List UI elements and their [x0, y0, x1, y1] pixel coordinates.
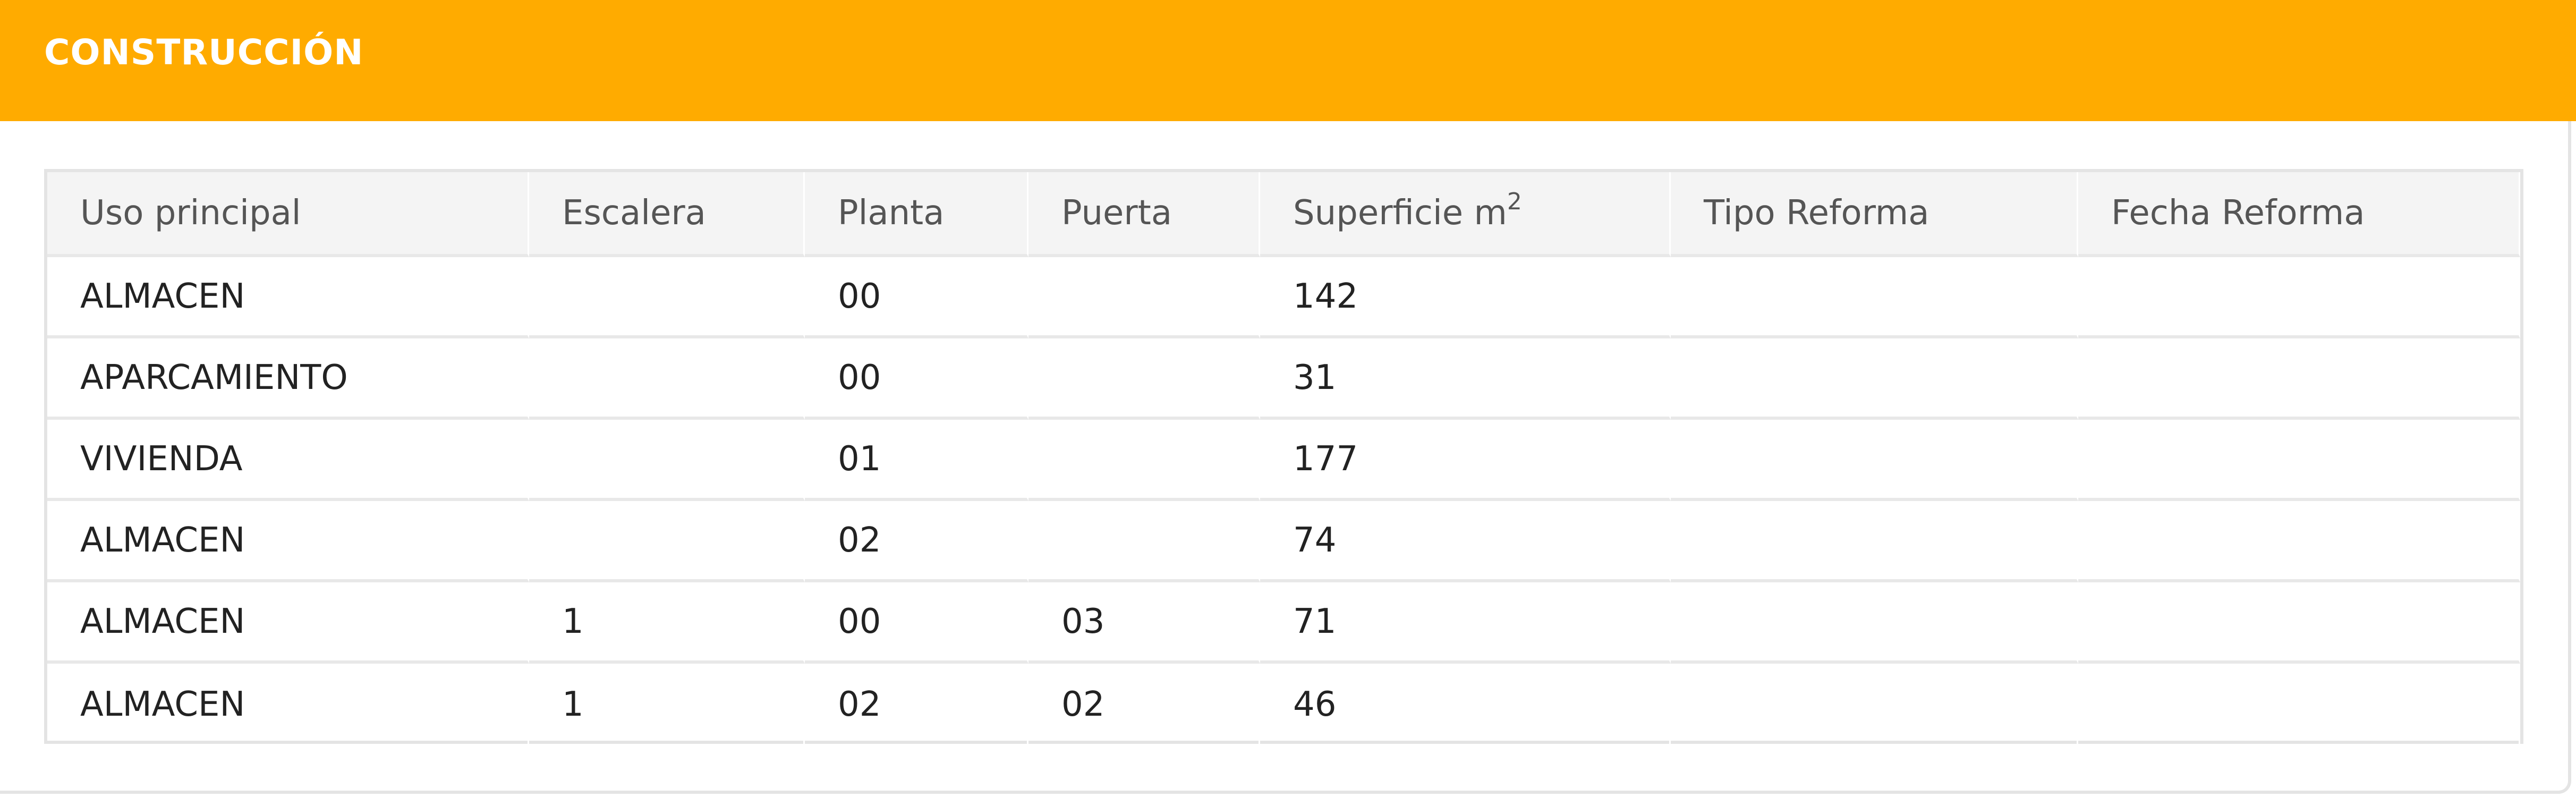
cell-escalera: 1: [529, 582, 805, 664]
cell-uso-principal: APARCAMIENTO: [47, 338, 529, 420]
table-row: ALMACEN 1 00 03 71: [47, 582, 2520, 664]
cell-puerta: 02: [1028, 664, 1260, 745]
cell-tipo-reforma: [1671, 582, 2078, 664]
construction-table-container: Uso principal Escalera Planta Puerta Sup…: [44, 169, 2523, 745]
column-header-superficie: Superficie m2: [1260, 172, 1671, 257]
cell-puerta: [1028, 501, 1260, 582]
cell-escalera: [529, 338, 805, 420]
section-header: CONSTRUCCIÓN: [0, 0, 2576, 121]
table-row: APARCAMIENTO 00 31: [47, 338, 2520, 420]
cell-fecha-reforma: [2078, 420, 2520, 501]
cell-tipo-reforma: [1671, 257, 2078, 338]
cell-planta: 02: [805, 501, 1028, 582]
table-row: ALMACEN 00 142: [47, 257, 2520, 338]
cell-superficie: 74: [1260, 501, 1671, 582]
cell-planta: 01: [805, 420, 1028, 501]
cell-superficie: 46: [1260, 664, 1671, 745]
cell-tipo-reforma: [1671, 338, 2078, 420]
cell-escalera: [529, 501, 805, 582]
cell-fecha-reforma: [2078, 501, 2520, 582]
cell-uso-principal: ALMACEN: [47, 501, 529, 582]
cell-escalera: [529, 257, 805, 338]
cell-fecha-reforma: [2078, 257, 2520, 338]
cell-escalera: [529, 420, 805, 501]
cell-superficie: 142: [1260, 257, 1671, 338]
cell-planta: 00: [805, 582, 1028, 664]
cell-superficie: 31: [1260, 338, 1671, 420]
column-header-uso-principal: Uso principal: [47, 172, 529, 257]
table-row: ALMACEN 02 74: [47, 501, 2520, 582]
cell-puerta: [1028, 257, 1260, 338]
section-title: CONSTRUCCIÓN: [44, 32, 364, 73]
superficie-exponent: 2: [1507, 188, 1522, 215]
column-header-planta: Planta: [805, 172, 1028, 257]
cell-planta: 02: [805, 664, 1028, 745]
cell-uso-principal: VIVIENDA: [47, 420, 529, 501]
construction-table: Uso principal Escalera Planta Puerta Sup…: [47, 172, 2520, 745]
table-row: VIVIENDA 01 177: [47, 420, 2520, 501]
cell-fecha-reforma: [2078, 338, 2520, 420]
cell-superficie: 71: [1260, 582, 1671, 664]
cell-tipo-reforma: [1671, 420, 2078, 501]
cell-superficie: 177: [1260, 420, 1671, 501]
cell-uso-principal: ALMACEN: [47, 582, 529, 664]
cell-escalera: 1: [529, 664, 805, 745]
cell-fecha-reforma: [2078, 664, 2520, 745]
cell-planta: 00: [805, 338, 1028, 420]
cell-fecha-reforma: [2078, 582, 2520, 664]
column-header-escalera: Escalera: [529, 172, 805, 257]
superficie-label: Superficie m: [1293, 193, 1507, 233]
cell-puerta: [1028, 420, 1260, 501]
column-header-tipo-reforma: Tipo Reforma: [1671, 172, 2078, 257]
cell-uso-principal: ALMACEN: [47, 664, 529, 745]
table-header-row: Uso principal Escalera Planta Puerta Sup…: [47, 172, 2520, 257]
table-row: ALMACEN 1 02 02 46: [47, 664, 2520, 745]
cell-puerta: [1028, 338, 1260, 420]
cell-tipo-reforma: [1671, 501, 2078, 582]
cell-tipo-reforma: [1671, 664, 2078, 745]
cell-puerta: 03: [1028, 582, 1260, 664]
column-header-puerta: Puerta: [1028, 172, 1260, 257]
column-header-fecha-reforma: Fecha Reforma: [2078, 172, 2520, 257]
cell-planta: 00: [805, 257, 1028, 338]
cell-uso-principal: ALMACEN: [47, 257, 529, 338]
